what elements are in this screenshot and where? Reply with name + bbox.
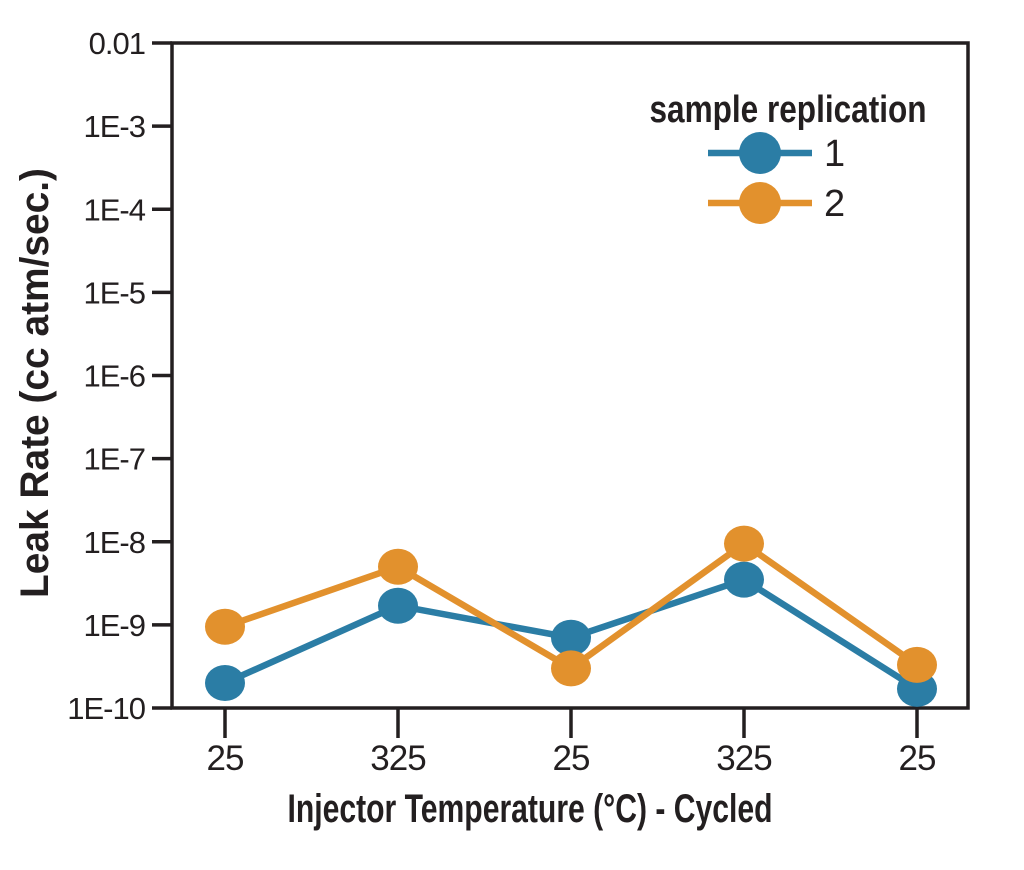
- data-point-series-2: [897, 646, 937, 683]
- plot-frame: [170, 41, 970, 710]
- y-tick-label: 1E-10: [67, 691, 145, 726]
- y-tick-label: 1E-8: [84, 525, 145, 560]
- data-point-series-2: [205, 608, 245, 645]
- data-point-series-2: [724, 525, 764, 562]
- data-point-series-1: [378, 587, 418, 624]
- x-tick-label: 25: [899, 739, 936, 778]
- y-tick-label: 1E-6: [84, 359, 145, 394]
- x-tick-label: 25: [207, 739, 244, 778]
- y-tick-label: 0.01: [89, 26, 145, 61]
- x-tick-label: 325: [716, 739, 771, 778]
- y-axis-title: Leak Rate (cc atm/sec.): [13, 168, 57, 598]
- legend-label: 2: [824, 183, 844, 225]
- y-tick-label: 1E-3: [84, 109, 145, 144]
- data-point-series-2: [551, 650, 591, 687]
- data-point-series-1: [724, 561, 764, 598]
- data-point-series-1: [551, 619, 591, 656]
- x-axis-title: Injector Temperature (°C) - Cycled: [288, 787, 773, 831]
- data-point-series-2: [378, 548, 418, 585]
- data-point-series-1: [205, 664, 245, 701]
- legend-swatch-marker: [739, 182, 781, 224]
- y-tick-label: 1E-4: [84, 192, 146, 227]
- x-tick-label: 325: [370, 739, 425, 778]
- y-tick-label: 1E-9: [84, 608, 145, 643]
- legend-label: 1: [824, 133, 844, 175]
- legend-swatch-marker: [739, 132, 781, 174]
- y-tick-label: 1E-5: [84, 275, 145, 310]
- y-tick-label: 1E-7: [84, 442, 145, 477]
- legend-title: sample replication: [650, 89, 927, 131]
- x-tick-label: 25: [553, 739, 590, 778]
